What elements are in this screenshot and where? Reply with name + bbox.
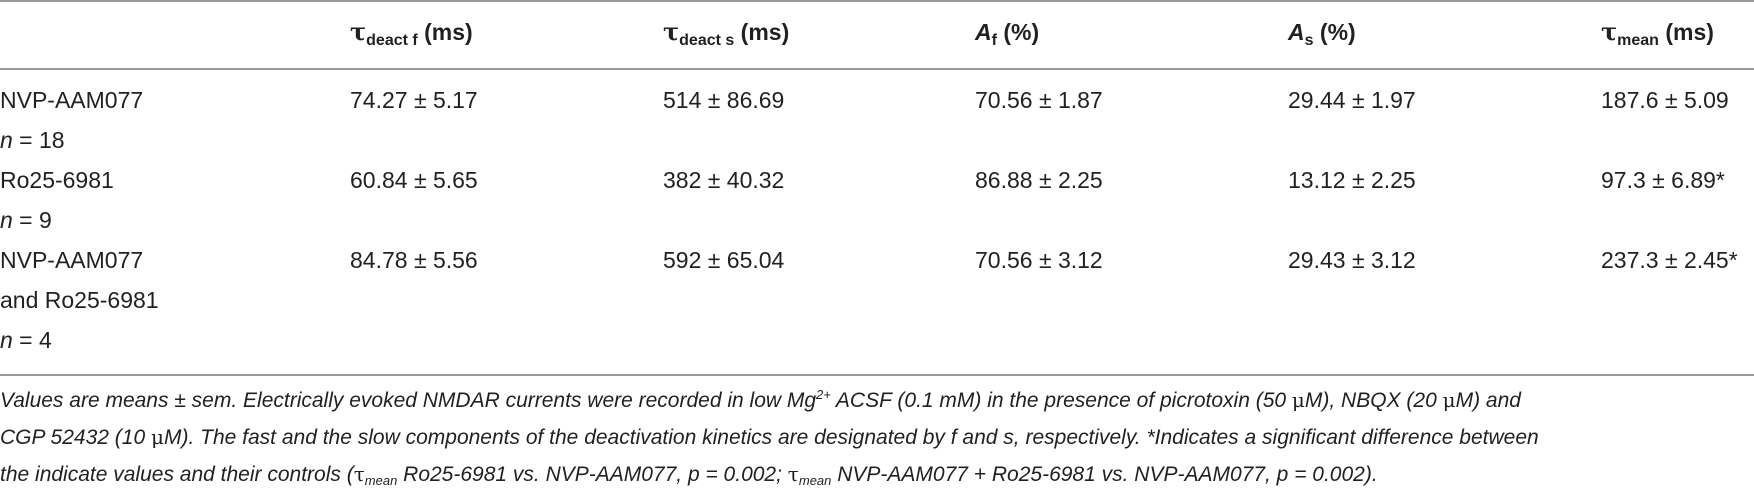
row-2-a-f: 86.88 ± 2.25 xyxy=(975,167,1103,193)
row-2-tau-s: 382 ± 40.32 xyxy=(663,167,785,193)
row-2-label: Ro25-6981 xyxy=(0,167,114,193)
footnote-line-3: the indicate values and their controls (… xyxy=(0,462,1378,488)
footnote-line-2: CGP 52432 (10 μM). The fast and the slow… xyxy=(0,425,1539,449)
row-1-tau-s: 514 ± 86.69 xyxy=(663,87,785,113)
row-2-tau-f: 60.84 ± 5.65 xyxy=(350,167,478,193)
header-tau-deact-f: τdeact f (ms) xyxy=(350,17,473,49)
row-3-tau-f: 84.78 ± 5.56 xyxy=(350,247,478,273)
row-3-label: NVP-AAM077 xyxy=(0,247,144,273)
row-3-label-cont: and Ro25-6981 xyxy=(0,287,159,313)
row-1-tau-f: 74.27 ± 5.17 xyxy=(350,87,478,113)
row-2-n: n = 9 xyxy=(0,207,52,233)
row-3-tau-s: 592 ± 65.04 xyxy=(663,247,785,273)
header-a-s: As (%) xyxy=(1288,19,1356,49)
row-3-tau-mean: 237.3 ± 2.45* xyxy=(1601,247,1738,273)
row-2-tau-mean: 97.3 ± 6.89* xyxy=(1601,167,1725,193)
row-1-a-f: 70.56 ± 1.87 xyxy=(975,87,1103,113)
row-3-a-s: 29.43 ± 3.12 xyxy=(1288,247,1416,273)
row-2-a-s: 13.12 ± 2.25 xyxy=(1288,167,1416,193)
table-footnote: Values are means ± sem. Electrically evo… xyxy=(0,382,1754,493)
table-top-rule xyxy=(0,0,1754,2)
header-tau-mean: τmean (ms) xyxy=(1601,17,1714,49)
row-3-n: n = 4 xyxy=(0,327,52,353)
header-a-f: Af (%) xyxy=(975,19,1040,49)
table-bottom-rule xyxy=(0,374,1754,376)
header-tau-deact-s: τdeact s (ms) xyxy=(663,17,790,49)
row-1-n: n = 18 xyxy=(0,127,65,153)
footnote-line-1: Values are means ± sem. Electrically evo… xyxy=(0,387,1521,412)
row-1-a-s: 29.44 ± 1.97 xyxy=(1288,87,1416,113)
row-1-label: NVP-AAM077 xyxy=(0,87,144,113)
row-1-tau-mean: 187.6 ± 5.09 xyxy=(1601,87,1729,113)
header-rule xyxy=(0,68,1754,70)
row-3-a-f: 70.56 ± 3.12 xyxy=(975,247,1103,273)
